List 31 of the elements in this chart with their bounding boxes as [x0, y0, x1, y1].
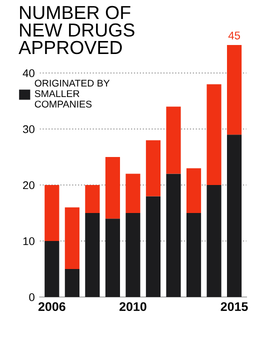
bar: [206, 84, 222, 185]
bar: [186, 213, 202, 297]
y-tick-label: 30: [22, 125, 34, 134]
bar: [85, 213, 100, 297]
x-tick-label: 2006: [38, 302, 66, 312]
y-tick-label: 40: [22, 69, 34, 78]
bar: [146, 196, 161, 297]
bar: [64, 207, 80, 269]
bar: [126, 174, 140, 213]
bar: [44, 185, 60, 241]
y-tick-label: 20: [23, 181, 34, 190]
bar: [44, 241, 60, 297]
bar: [126, 213, 140, 297]
legend-label: ORIGINATED BY SMALLER COMPANIES: [34, 80, 110, 108]
bar: [166, 106, 181, 174]
bar: [226, 45, 242, 135]
bar: [206, 185, 222, 297]
total-label: 45: [228, 32, 240, 40]
bar: [166, 174, 181, 297]
chart-title: NUMBER OF NEW DRUGS APPROVED: [18, 6, 134, 54]
y-tick-label: 10: [23, 237, 34, 246]
bar: [226, 134, 242, 297]
bar: [64, 269, 80, 297]
bar: [85, 185, 100, 213]
bar: [146, 140, 161, 196]
bar: [105, 218, 120, 297]
x-tick-label: 2015: [220, 302, 248, 312]
y-tick-label: 0: [29, 293, 34, 302]
bar: [105, 157, 120, 219]
bar: [186, 168, 202, 213]
x-tick-label: 2010: [120, 302, 146, 312]
